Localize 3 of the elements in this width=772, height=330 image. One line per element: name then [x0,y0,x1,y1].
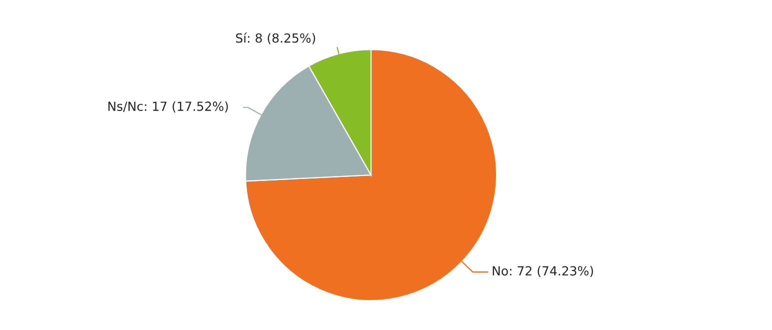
slice-label: Sí: 8 (8.25%) [236,32,316,44]
slice-label: No: 72 (74.23%) [492,266,593,278]
slice-label: Ns/Nc: 17 (17.52%) [108,101,228,112]
